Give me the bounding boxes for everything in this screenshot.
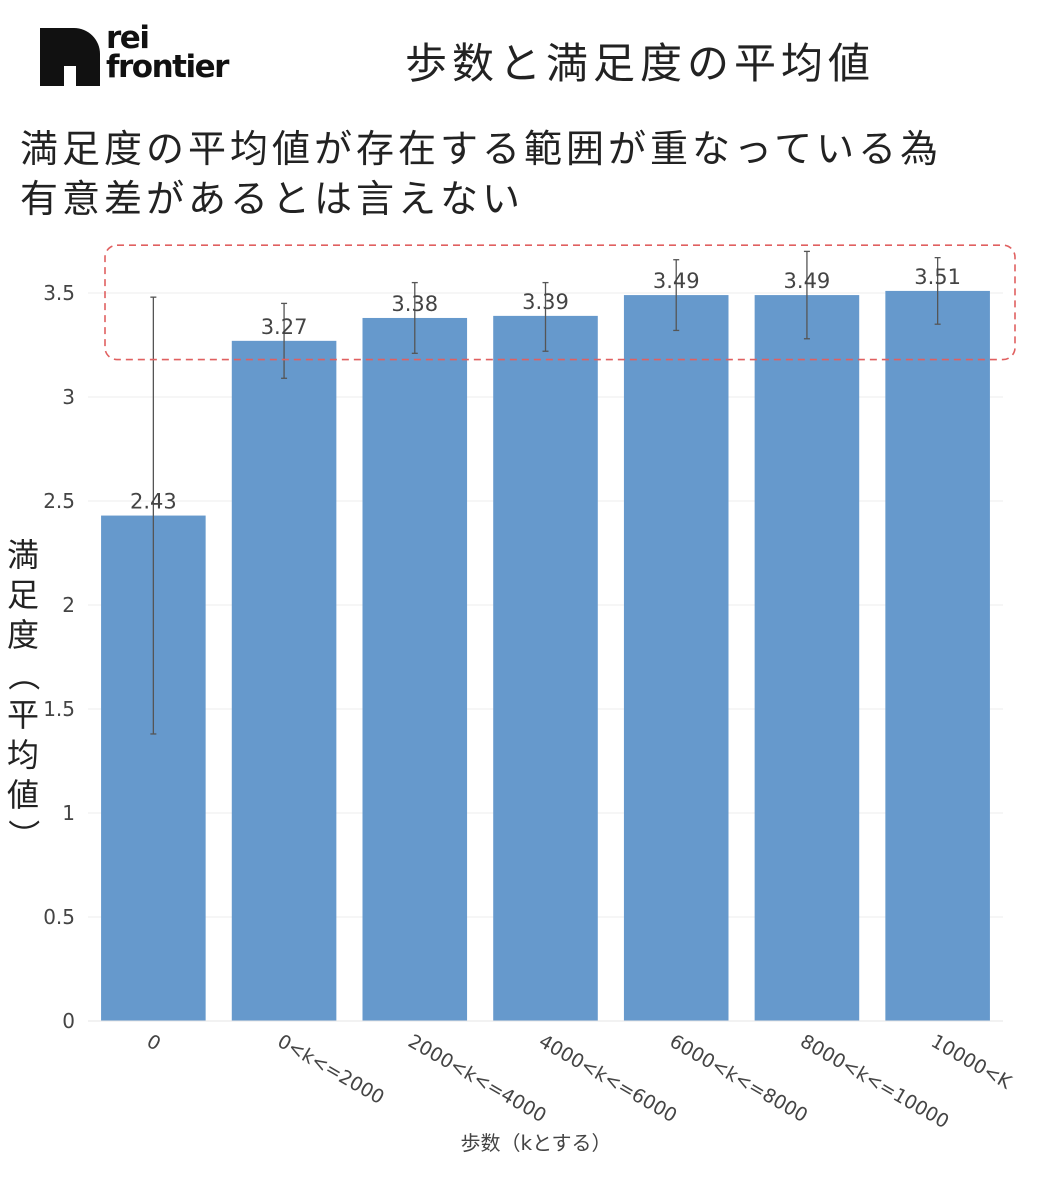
- y-axis-label-char: 値: [6, 776, 39, 814]
- bar: [754, 295, 860, 1022]
- bar: [493, 315, 598, 1021]
- y-tick-label: 0: [62, 1009, 75, 1033]
- y-tick-label: 3.5: [43, 281, 75, 305]
- data-label: 3.39: [522, 290, 569, 314]
- x-tick-label: 2000<k<=4000: [404, 1030, 550, 1127]
- logo-mark-icon: [40, 28, 100, 86]
- highlight-box: [104, 244, 1016, 361]
- y-axis-label-char: 度: [6, 616, 39, 654]
- chart-subtitle: 満足度の平均値が存在する範囲が重なっている為 有意差があるとは言えない: [20, 124, 1050, 224]
- data-label: 3.51: [914, 265, 961, 289]
- y-tick-label: 1: [62, 801, 75, 825]
- data-label: 3.27: [261, 315, 308, 339]
- y-tick-label: 2: [62, 593, 75, 617]
- y-tick-label: 2.5: [43, 489, 75, 513]
- brand-logo: rei frontier: [40, 20, 240, 90]
- logo-text: rei frontier: [106, 20, 229, 85]
- logo-line-1: rei: [106, 20, 150, 56]
- x-tick-label: 4000<k<=6000: [535, 1030, 681, 1127]
- y-axis-label: 満足度（平均値）: [0, 535, 46, 855]
- bar: [623, 295, 729, 1022]
- y-axis-label-char: 平: [6, 696, 39, 734]
- y-axis-label-char: 足: [6, 576, 39, 614]
- x-axis-label: 歩数（kとする）: [461, 1131, 612, 1155]
- y-tick-label: 0.5: [43, 905, 75, 929]
- x-tick-label: 10000<K: [927, 1030, 1015, 1094]
- data-label: 3.49: [653, 269, 700, 293]
- bar: [362, 317, 468, 1022]
- logo-line-2: frontier: [106, 49, 229, 85]
- y-axis-label-char: 満: [6, 536, 39, 574]
- data-label: 3.38: [391, 292, 438, 316]
- y-tick-label: 1.5: [43, 697, 75, 721]
- x-tick-label: 0: [143, 1030, 164, 1055]
- x-tick-label: 6000<k<=8000: [666, 1030, 812, 1127]
- subtitle-line-1: 満足度の平均値が存在する範囲が重なっている為: [20, 127, 943, 171]
- data-label: 2.43: [130, 490, 177, 514]
- data-label: 3.49: [784, 269, 831, 293]
- x-tick-label: 0<k<=2000: [274, 1030, 388, 1109]
- page-title: 歩数と満足度の平均値: [404, 39, 875, 88]
- y-tick-label: 3: [62, 385, 75, 409]
- bar: [231, 340, 337, 1022]
- y-axis-label-char: 均: [6, 736, 39, 774]
- bar: [885, 290, 990, 1021]
- subtitle-line-2: 有意差があるとは言えない: [20, 177, 525, 221]
